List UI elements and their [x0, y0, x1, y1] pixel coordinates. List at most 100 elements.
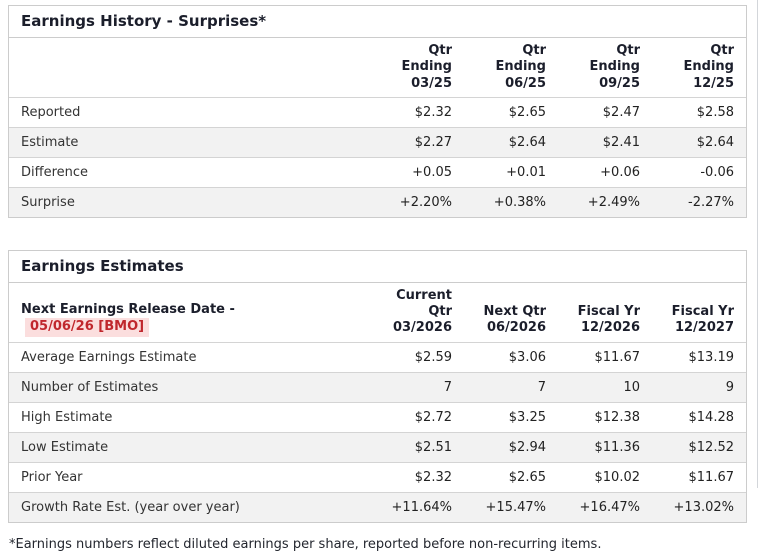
column-header-line1: Current Qtr — [396, 287, 452, 319]
cell-value: $2.64 — [696, 134, 734, 150]
cell-value: -2.27% — [688, 194, 734, 210]
column-header-line1: Qtr Ending — [495, 43, 546, 75]
cell-value: $12.38 — [594, 409, 641, 425]
table-row: Low Estimate $2.51 $2.94 $11.36 $12.52 — [9, 432, 746, 462]
cell-value: $2.65 — [508, 104, 546, 120]
column-header-line2: 12/2027 — [674, 320, 734, 336]
cell-value: $2.51 — [414, 439, 452, 455]
row-label: Estimate — [21, 134, 79, 150]
column-header-line2: 06/2026 — [486, 320, 546, 336]
table-row: High Estimate $2.72 $3.25 $12.38 $14.28 — [9, 402, 746, 432]
column-header-line1: Qtr Ending — [683, 43, 734, 75]
next-release-cell: Next Earnings Release Date - 05/06/26 [B… — [9, 283, 370, 342]
cell-value: +2.20% — [399, 194, 452, 210]
cell-value: $3.06 — [508, 349, 546, 365]
row-label: Average Earnings Estimate — [21, 349, 197, 365]
page-right-border — [757, 0, 758, 488]
cell-value: $13.19 — [688, 349, 735, 365]
empty-header-cell — [9, 38, 370, 97]
cell-value: $14.28 — [688, 409, 735, 425]
column-header: Fiscal Yr 12/2027 — [652, 283, 746, 342]
row-label: Reported — [21, 104, 81, 120]
header-row: Next Earnings Release Date - 05/06/26 [B… — [9, 283, 746, 342]
earnings-history-card: Earnings History - Surprises* Qtr Ending… — [8, 5, 747, 218]
earnings-history-table: Qtr Ending 03/25 Qtr Ending 06/25 Qtr Ending… — [9, 38, 746, 217]
next-release-label: Next Earnings Release Date - — [21, 302, 235, 317]
cell-value: $2.32 — [414, 469, 452, 485]
cell-value: +2.49% — [587, 194, 640, 210]
table-row: Number of Estimates 7 7 10 9 — [9, 372, 746, 402]
column-header-line1: Qtr Ending — [589, 43, 640, 75]
earnings-estimates-table: Next Earnings Release Date - 05/06/26 [B… — [9, 283, 746, 522]
cell-value: -0.06 — [700, 164, 734, 180]
column-header: Fiscal Yr 12/2026 — [558, 283, 652, 342]
earnings-history-title: Earnings History - Surprises* — [9, 6, 746, 38]
table-row: Estimate $2.27 $2.64 $2.41 $2.64 — [9, 127, 746, 158]
table-row: Difference +0.05 +0.01 +0.06 -0.06 — [9, 157, 746, 187]
cell-value: $2.47 — [602, 104, 640, 120]
earnings-estimates-card: Earnings Estimates Next Earnings Release… — [8, 249, 747, 523]
row-label: Difference — [21, 164, 89, 180]
release-date-badge: 05/06/26 [BMO] — [25, 318, 150, 337]
cell-value: $2.41 — [602, 134, 640, 150]
row-label: Prior Year — [21, 469, 83, 485]
cell-value: $12.52 — [688, 439, 735, 455]
earnings-history-body: Reported $2.32 $2.65 $2.47 $2.58 Estimate $2.2… — [9, 97, 746, 217]
column-header: Current Qtr 03/2026 — [370, 283, 464, 342]
cell-value: $3.25 — [508, 409, 546, 425]
column-header-line1: Next Qtr — [483, 304, 547, 319]
column-header: Next Qtr 06/2026 — [464, 283, 558, 342]
header-row: Qtr Ending 03/25 Qtr Ending 06/25 Qtr Ending… — [9, 38, 746, 97]
column-header: Qtr Ending 09/25 — [558, 38, 652, 97]
cell-value: 9 — [725, 379, 734, 395]
cell-value: 7 — [443, 379, 452, 395]
earnings-estimates-body: Average Earnings Estimate $2.59 $3.06 $11.6… — [9, 342, 746, 522]
column-header-line1: Qtr Ending — [401, 43, 452, 75]
table-row: Growth Rate Est. (year over year) +11.64%… — [9, 492, 746, 522]
cell-value: $2.58 — [696, 104, 734, 120]
column-header: Qtr Ending 12/25 — [652, 38, 746, 97]
cell-value: $11.67 — [688, 469, 735, 485]
cell-value: $2.72 — [414, 409, 452, 425]
cell-value: $11.67 — [594, 349, 641, 365]
cell-value: $2.65 — [508, 469, 546, 485]
cell-value: +0.06 — [600, 164, 640, 180]
cell-value: $10.02 — [594, 469, 641, 485]
cell-value: +13.02% — [673, 499, 734, 515]
row-label: Number of Estimates — [21, 379, 159, 395]
table-row: Prior Year $2.32 $2.65 $10.02 $11.67 — [9, 462, 746, 492]
cell-value: $11.36 — [594, 439, 641, 455]
row-label: Surprise — [21, 194, 75, 210]
cell-value: $2.59 — [414, 349, 452, 365]
cell-value: $2.32 — [414, 104, 452, 120]
cell-value: +0.05 — [412, 164, 452, 180]
cell-value: +16.47% — [579, 499, 640, 515]
table-row: Average Earnings Estimate $2.59 $3.06 $11.6… — [9, 342, 746, 372]
column-header-line2: 12/25 — [693, 75, 734, 91]
column-header-line2: 06/25 — [505, 75, 546, 91]
row-label: Growth Rate Est. (year over year) — [21, 499, 240, 515]
column-header: Qtr Ending 03/25 — [370, 38, 464, 97]
cell-value: $2.94 — [508, 439, 546, 455]
table-row: Reported $2.32 $2.65 $2.47 $2.58 — [9, 97, 746, 127]
cell-value: 10 — [623, 379, 640, 395]
column-header-line1: Fiscal Yr — [671, 304, 734, 319]
column-header-line2: 03/25 — [411, 75, 452, 91]
cell-value: $2.27 — [414, 134, 452, 150]
table-row: Surprise +2.20% +0.38% +2.49% -2.27% — [9, 187, 746, 217]
earnings-estimates-title: Earnings Estimates — [9, 251, 746, 283]
cell-value: 7 — [537, 379, 546, 395]
column-header-line2: 12/2026 — [580, 320, 640, 336]
row-label: Low Estimate — [21, 439, 109, 455]
cell-value: +11.64% — [391, 499, 452, 515]
column-header: Qtr Ending 06/25 — [464, 38, 558, 97]
row-label: High Estimate — [21, 409, 113, 425]
column-header-line2: 09/25 — [599, 75, 640, 91]
cell-value: $2.64 — [508, 134, 546, 150]
cell-value: +0.01 — [506, 164, 546, 180]
column-header-line2: 03/2026 — [392, 320, 452, 336]
cell-value: +0.38% — [493, 194, 546, 210]
footnote: *Earnings numbers reflect diluted earnin… — [9, 536, 602, 552]
column-header-line1: Fiscal Yr — [577, 304, 640, 319]
cell-value: +15.47% — [485, 499, 546, 515]
